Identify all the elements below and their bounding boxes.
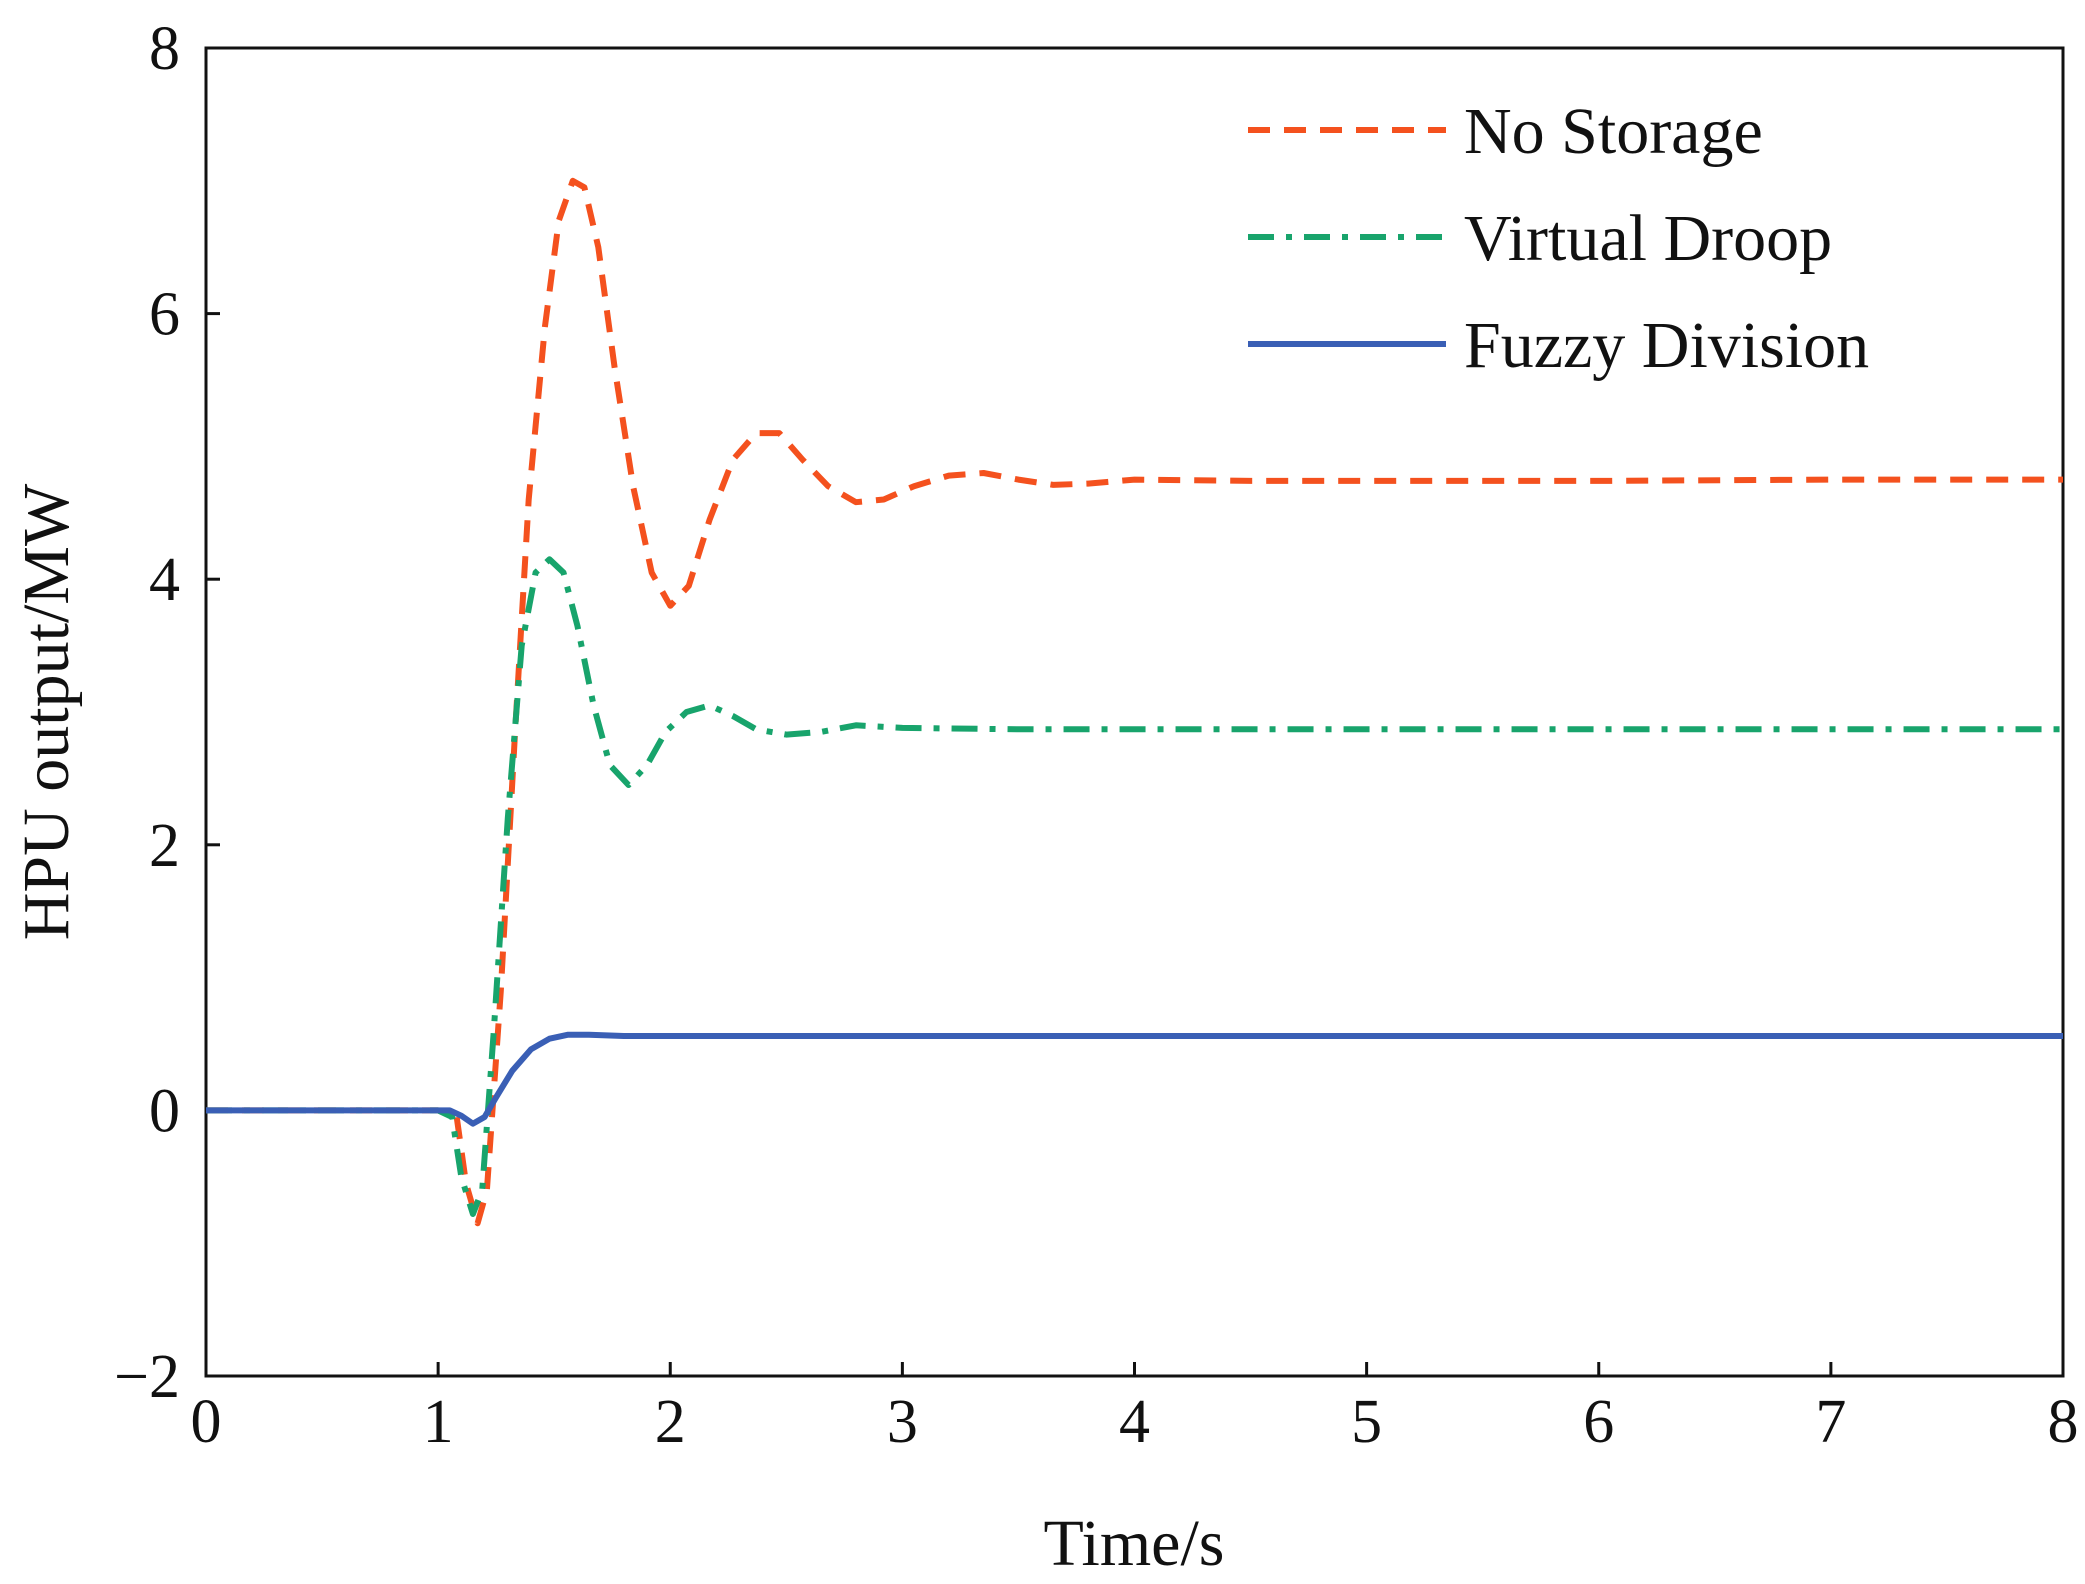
x-axis-title: Time/s [1044,1507,1225,1580]
series-line-no-storage [206,177,2063,1227]
series-layer [206,177,2063,1227]
y-tick-label: 4 [149,546,180,614]
y-tick-label: −2 [114,1343,180,1411]
x-tick-label: 7 [1815,1388,1846,1456]
x-tick-label: 0 [191,1388,222,1456]
y-tick-label: 8 [149,15,180,83]
x-tick-label: 8 [2048,1388,2079,1456]
x-tick-label: 3 [887,1388,918,1456]
series-line-fuzzy-division [206,1031,2063,1127]
x-tick-label: 4 [1119,1388,1150,1456]
y-tick-label: 2 [149,812,180,880]
series-line-virtual-droop [206,556,2063,1217]
x-tick-label: 2 [655,1388,686,1456]
legend: No Storage Virtual Droop Fuzzy Division [1248,95,1869,382]
x-tick-label: 6 [1583,1388,1614,1456]
legend-label: Virtual Droop [1464,202,1832,275]
y-axis-title: HPU output/MW [10,483,83,940]
x-tick-label: 5 [1351,1388,1382,1456]
x-tick-label: 1 [423,1388,454,1456]
legend-label: Fuzzy Division [1464,309,1869,382]
y-tick-label: 0 [149,1077,180,1145]
y-tick-label: 6 [149,281,180,349]
legend-label: No Storage [1464,95,1763,168]
